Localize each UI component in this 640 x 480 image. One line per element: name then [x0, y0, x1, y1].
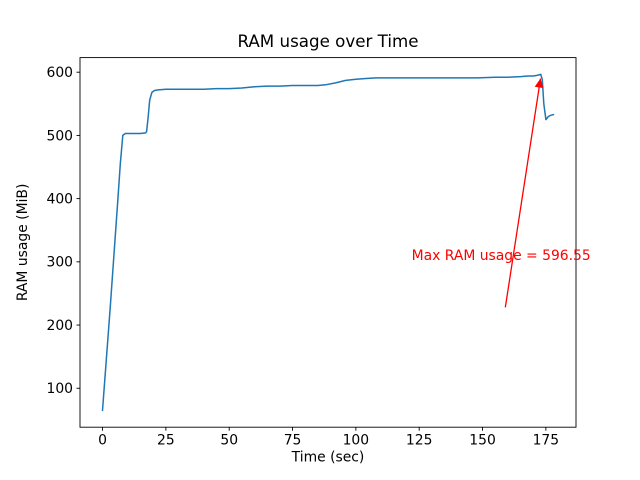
y-tick-label: 500	[46, 128, 73, 144]
x-tick-label: 25	[157, 433, 175, 449]
x-axis-label: Time (sec)	[291, 450, 365, 466]
y-tick-label: 100	[46, 381, 73, 397]
y-tick-label: 200	[46, 318, 73, 334]
plot-border	[79, 57, 577, 428]
annotation-arrow-line	[504, 78, 542, 308]
y-axis-label: RAM usage (MiB)	[15, 184, 31, 302]
x-tick-label: 0	[98, 433, 107, 449]
x-tick-label: 175	[533, 433, 560, 449]
y-tick-label: 400	[46, 192, 73, 208]
y-tick-label: 300	[46, 255, 73, 271]
annotation-text: Max RAM usage = 596.55	[412, 248, 591, 264]
y-tick-label: 600	[46, 65, 73, 81]
x-tick-label: 50	[220, 433, 238, 449]
ram-usage-line	[101, 73, 555, 412]
x-tick-label: 75	[284, 433, 302, 449]
x-tick-label: 100	[343, 433, 370, 449]
x-tick-label: 150	[469, 433, 496, 449]
annotation-arrow-head	[534, 78, 544, 89]
x-tick-label: 125	[406, 433, 433, 449]
chart-title: RAM usage over Time	[237, 31, 418, 51]
